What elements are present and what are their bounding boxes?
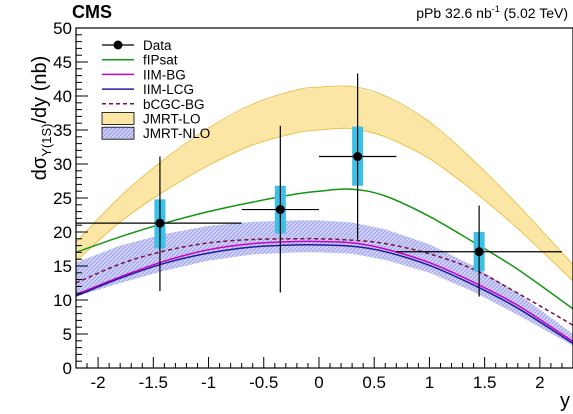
legend-entry-jmrt-lo: JMRT-LO [101, 112, 201, 127]
legend-entry-iim-bg: IIM-BG [102, 67, 186, 82]
jmrt-lo-band-lower-edge [76, 127, 573, 282]
y-tick-label: 45 [53, 53, 72, 72]
y-axis-label-pre: dσ [29, 156, 51, 180]
energy-text: (5.02 TeV) [504, 5, 568, 21]
y-tick-label: 50 [53, 19, 72, 38]
x-axis-label: y [560, 390, 570, 412]
legend-data-marker [113, 40, 123, 50]
y-axis-label-post: /dy (nb) [29, 56, 51, 124]
data-marker [155, 218, 165, 228]
x-tick-label: -2 [91, 373, 106, 392]
y-tick-label: 10 [53, 291, 72, 310]
y-tick-label: 20 [53, 223, 72, 242]
axes: 0 5 10 15 20 25 30 35 40 45 50 -2 -1.5 -1 -0.5 0 0.5 1 1.5… [53, 19, 573, 392]
legend-label: bCGC-BG [143, 97, 205, 112]
legend-entry-data: Data [102, 38, 172, 53]
curve-bcgc-bg [76, 237, 573, 326]
luminosity-text: pPb 32.6 nb [416, 5, 492, 21]
data-points [76, 73, 562, 297]
x-tick-label: 1.5 [473, 373, 497, 392]
legend-label: JMRT-NLO [143, 126, 210, 141]
data-point-3 [318, 73, 397, 240]
legend-label: IIM-BG [143, 67, 186, 82]
luminosity-sup: -1 [492, 4, 500, 14]
x-tick-label: 2 [535, 373, 544, 392]
data-point-4 [396, 205, 562, 297]
legend-label: JMRT-LO [143, 112, 201, 127]
y-tick-label: 30 [53, 155, 72, 174]
y-tick-label: 5 [63, 325, 72, 344]
legend-label: fIPsat [143, 53, 178, 68]
data-marker [275, 205, 285, 215]
legend-entry-iim-lcg: IIM-LCG [102, 82, 194, 97]
y-axis-label-sub: Υ(1S) [39, 124, 54, 157]
jmrt-lo-band-upper-edge [76, 85, 573, 265]
legend-fill-swatch [101, 112, 135, 125]
x-tick-label: -1.5 [139, 373, 168, 392]
y-tick-label: 15 [53, 257, 72, 276]
legend-entry-jmrt-nlo: JMRT-NLO [101, 126, 210, 141]
y-tick-label: 40 [53, 87, 72, 106]
x-tick-label: 0 [314, 373, 323, 392]
legend-entry-bcgc-bg: bCGC-BG [102, 97, 205, 112]
luminosity-label: pPb 32.6 nb-1 (5.02 TeV) [416, 4, 568, 21]
data-point-1 [76, 156, 242, 292]
data-marker [353, 152, 363, 162]
experiment-label: CMS [72, 2, 112, 22]
jmrt-lo-band [76, 86, 573, 281]
legend-label: Data [143, 38, 172, 53]
y-tick-label: 35 [53, 121, 72, 140]
x-tick-label: 1 [425, 373, 434, 392]
data-point-2 [241, 125, 319, 293]
x-tick-label: 0.5 [362, 373, 386, 392]
data-marker [474, 247, 484, 257]
y-axis-label: dσΥ(1S)/dy (nb) [29, 56, 54, 181]
curve-iim-bg [76, 240, 573, 343]
legend: DatafIPsatIIM-BGIIM-LCGbCGC-BGJMRT-LOJMR… [101, 38, 210, 141]
y-tick-label: 25 [53, 189, 72, 208]
curve-iim-lcg [76, 243, 573, 345]
x-tick-label: -1 [201, 373, 216, 392]
x-tick-label: -0.5 [249, 373, 278, 392]
legend-entry-fipsat: fIPsat [102, 53, 178, 68]
legend-label: IIM-LCG [143, 82, 194, 97]
legend-hatch-swatch [101, 126, 135, 140]
y-tick-label: 0 [63, 359, 72, 378]
